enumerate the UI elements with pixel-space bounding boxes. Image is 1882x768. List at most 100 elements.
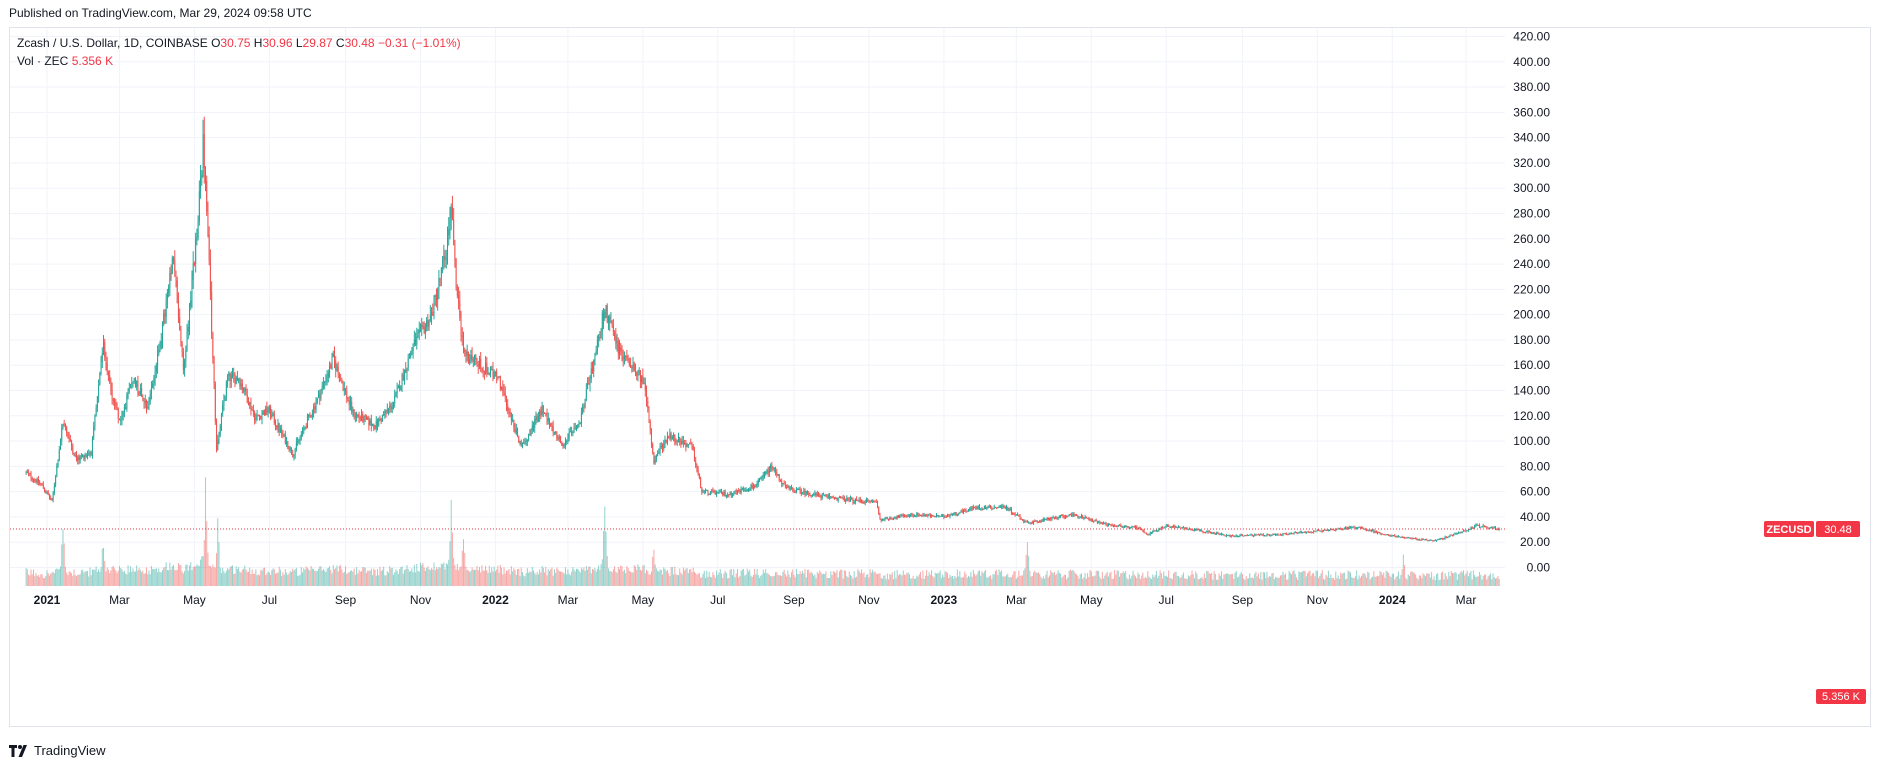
volume-bar xyxy=(603,531,605,586)
volume-bar xyxy=(219,567,221,586)
volume-bar xyxy=(1250,577,1252,586)
candle-body xyxy=(1131,526,1133,528)
volume-bar xyxy=(373,568,375,586)
volume-bar xyxy=(513,568,515,586)
candle-body xyxy=(375,420,377,430)
volume-bar xyxy=(507,570,509,586)
volume-bar xyxy=(614,566,616,586)
candle-body xyxy=(766,470,768,473)
candle-body xyxy=(1121,526,1123,528)
x-tick-label: Mar xyxy=(109,593,130,607)
volume-bar xyxy=(1322,578,1324,586)
candle-body xyxy=(830,496,832,498)
volume-bar xyxy=(28,574,30,586)
volume-bar xyxy=(766,573,768,586)
volume-bar xyxy=(520,567,522,586)
volume-bar xyxy=(1340,572,1342,586)
candle-body xyxy=(214,383,216,422)
volume-bar xyxy=(1233,579,1235,586)
candle-body xyxy=(958,513,960,515)
candle-body xyxy=(357,414,359,416)
volume-bar xyxy=(1413,573,1415,586)
candle-body xyxy=(1401,536,1403,538)
volume-bar xyxy=(117,570,119,586)
volume-bar xyxy=(432,569,434,586)
candle-body xyxy=(1017,514,1019,516)
volume-bar xyxy=(905,574,907,586)
candle-body xyxy=(788,486,790,489)
candle-body xyxy=(1267,534,1269,536)
candle-body xyxy=(1363,528,1365,530)
footer-brand[interactable]: TradingView xyxy=(9,743,106,758)
candle-body xyxy=(649,421,651,431)
candle-body xyxy=(1426,539,1428,541)
volume-bar xyxy=(863,572,865,586)
volume-bar xyxy=(1466,570,1468,586)
volume-bar xyxy=(1001,570,1003,586)
candle-body xyxy=(1451,534,1453,536)
candle-body xyxy=(657,453,659,457)
candle-body xyxy=(1316,529,1318,531)
volume-bar xyxy=(1445,576,1447,586)
candle-body xyxy=(1099,521,1101,524)
candle-body xyxy=(754,485,756,487)
candle-body xyxy=(443,255,445,261)
candle-body xyxy=(1069,514,1071,516)
volume-bar xyxy=(329,566,331,586)
volume-bar xyxy=(605,531,607,586)
candle-body xyxy=(142,396,144,399)
volume-bar xyxy=(1434,580,1436,586)
volume-bar xyxy=(261,570,263,586)
candle-body xyxy=(1388,534,1390,536)
candle-body xyxy=(1073,513,1075,515)
candle-body xyxy=(1193,529,1195,531)
volume-bar xyxy=(449,541,451,586)
candle-body xyxy=(935,515,937,517)
volume-bar xyxy=(497,565,499,586)
volume-bar xyxy=(1219,575,1221,586)
volume-bar xyxy=(51,572,53,586)
volume-bar xyxy=(181,571,183,586)
candle-body xyxy=(117,408,119,419)
volume-bar xyxy=(268,572,270,586)
candle-body xyxy=(806,491,808,494)
volume-bar xyxy=(647,571,649,586)
volume-bar xyxy=(154,569,156,586)
candle-body xyxy=(932,514,934,516)
volume-bar xyxy=(1309,570,1311,586)
candle-body xyxy=(564,441,566,445)
volume-bar xyxy=(1476,576,1478,586)
candle-body xyxy=(41,483,43,485)
candle-body xyxy=(1185,527,1187,529)
candle-body xyxy=(1179,526,1181,528)
volume-bar xyxy=(486,570,488,586)
candle-body xyxy=(889,517,891,520)
volume-bar xyxy=(1017,577,1019,586)
volume-bar xyxy=(395,569,397,586)
candle-body xyxy=(1030,522,1032,524)
candle-body xyxy=(25,471,27,473)
candle-body xyxy=(1219,533,1221,535)
candle-body xyxy=(44,487,46,491)
candle-body xyxy=(67,432,69,437)
volume-bar xyxy=(345,566,347,586)
volume-bar xyxy=(1138,574,1140,586)
candle-body xyxy=(45,490,47,493)
volume-bar xyxy=(637,564,639,586)
volume-bar xyxy=(889,573,891,586)
volume-bar xyxy=(77,574,79,586)
volume-bar xyxy=(278,566,280,586)
volume-bar xyxy=(390,568,392,586)
candle-body xyxy=(314,406,316,410)
volume-bar xyxy=(193,566,195,586)
volume-bar xyxy=(657,570,659,586)
volume-bar xyxy=(283,574,285,586)
volume-bar xyxy=(337,571,339,586)
volume-bar xyxy=(202,556,204,586)
volume-bar xyxy=(78,574,80,586)
candle-body xyxy=(852,498,854,503)
candle-body xyxy=(638,370,640,373)
candle-body xyxy=(148,401,150,408)
candle-body xyxy=(335,360,337,371)
